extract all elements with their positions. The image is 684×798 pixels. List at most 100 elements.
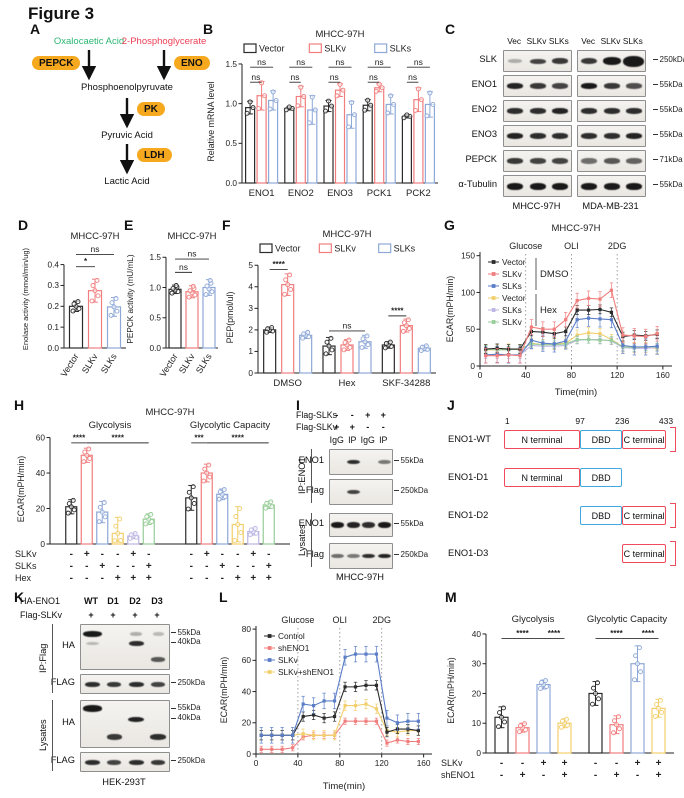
svg-text:2DG: 2DG	[372, 615, 391, 625]
data-dot	[282, 291, 288, 297]
data-point	[564, 339, 568, 343]
protein-band	[623, 55, 645, 67]
legend-swatch	[374, 43, 388, 54]
protein-band	[507, 83, 524, 89]
blot-box	[577, 75, 646, 97]
group-bar	[311, 449, 313, 503]
svg-text:120: 120	[610, 370, 624, 380]
protein-band	[508, 59, 523, 63]
panel-e-pepck-activity-chart: MHCC-97H 0.0 0.5 1.0 1.5 PEPCK activity (mU/m…	[124, 230, 224, 394]
svg-text:0: 0	[40, 539, 45, 549]
protein-band	[581, 57, 598, 65]
data-point	[609, 310, 614, 314]
legend-swatch	[308, 43, 322, 54]
protein-band	[625, 158, 642, 164]
enzyme-chip-eno: ENO	[174, 56, 210, 70]
data-dot	[170, 286, 176, 292]
data-point	[575, 298, 579, 303]
svg-text:-: -	[132, 561, 135, 572]
data-dot	[273, 98, 279, 103]
svg-text:5: 5	[248, 260, 253, 270]
continuation-bracket	[670, 541, 676, 566]
data-point	[506, 353, 511, 357]
data-dot	[244, 110, 250, 116]
svg-text:ECAR(mPH/min): ECAR(mPH/min)	[445, 276, 455, 343]
panel-letter-d: D	[18, 217, 29, 233]
blot-row-label: FLAG	[50, 677, 75, 687]
data-point	[484, 354, 488, 358]
data-dot	[295, 103, 301, 109]
mw-marker: 55kDa	[653, 130, 683, 139]
group-label: Lysates	[38, 719, 48, 752]
cell-line-label: MHCC-97H	[335, 572, 385, 582]
svg-text:Vector: Vector	[59, 352, 81, 379]
data-dot	[616, 714, 621, 720]
data-dot	[379, 85, 385, 91]
legend-marker	[491, 272, 496, 276]
data-dot	[388, 93, 394, 99]
domain-segment: N terminal	[504, 430, 581, 449]
lane-header: SLKs	[622, 36, 643, 46]
protein-band	[581, 133, 598, 139]
data-point	[586, 316, 591, 320]
legend-swatch	[243, 43, 257, 54]
panel-c-western-blot: VecSLKvSLKsVecSLKvSLKsSLK250kDaENO155kDa…	[448, 34, 684, 211]
data-dot	[71, 301, 77, 307]
svg-text:-: -	[70, 573, 73, 584]
data-dot	[265, 326, 271, 332]
panel-i-coip-blot: Flag-SLKs--++Flag-SLKv++--IgGIPIgGIPENO1…	[296, 404, 444, 592]
protein-band	[507, 108, 524, 114]
data-dot	[191, 501, 197, 506]
protein-band	[625, 133, 642, 139]
protein-band	[151, 759, 165, 765]
protein-band	[150, 734, 166, 740]
data-point	[364, 683, 368, 687]
data-dot	[117, 516, 123, 522]
legend-marker	[491, 260, 496, 264]
data-point	[270, 747, 274, 751]
panel-letter-i: I	[296, 397, 300, 413]
data-dot	[382, 345, 388, 351]
svg-text:0.4: 0.4	[47, 259, 59, 269]
lane-header: IP	[348, 435, 357, 445]
data-dot	[328, 335, 334, 341]
svg-text:ns: ns	[251, 72, 260, 82]
svg-text:Control: Control	[278, 631, 305, 641]
data-dot	[373, 88, 379, 94]
blot-row-label: Flag	[305, 549, 324, 559]
svg-text:-: -	[85, 573, 88, 584]
lane-header: IP	[379, 435, 388, 445]
protein-band	[603, 158, 620, 164]
svg-text:Hex: Hex	[540, 305, 557, 316]
data-point	[332, 699, 337, 703]
protein-band	[603, 108, 620, 114]
chartE-svg: MHCC-97H 0.0 0.5 1.0 1.5 PEPCK activity (mU/m…	[126, 231, 218, 379]
plus-minus: +	[365, 410, 371, 420]
data-point	[575, 333, 579, 337]
mw-marker: 250kDa	[394, 486, 429, 495]
mw-marker: 71kDa	[653, 155, 683, 164]
data-dot	[288, 287, 294, 292]
blot-box	[503, 50, 572, 72]
lane-header: +	[88, 610, 94, 620]
blot-row-label: ENO1	[471, 79, 497, 89]
lane-header: D1	[107, 596, 119, 606]
svg-text:40: 40	[472, 629, 482, 639]
plus-minus: -	[381, 422, 385, 432]
data-dot	[132, 531, 138, 537]
data-dot	[144, 514, 150, 520]
data-point	[598, 317, 602, 321]
bar	[385, 103, 396, 184]
svg-text:SLKv: SLKv	[334, 244, 356, 254]
svg-text:-: -	[542, 770, 545, 781]
panel-letter-e: E	[124, 217, 134, 233]
data-point	[609, 318, 614, 322]
data-dot	[128, 532, 134, 538]
svg-text:+: +	[250, 573, 256, 584]
svg-text:ECAR(mPH/min): ECAR(mPH/min)	[446, 657, 456, 724]
svg-text:20: 20	[472, 688, 482, 698]
data-dot	[518, 723, 523, 729]
data-dot	[499, 714, 504, 720]
legend-marker	[491, 308, 496, 312]
svg-text:+: +	[84, 549, 90, 560]
